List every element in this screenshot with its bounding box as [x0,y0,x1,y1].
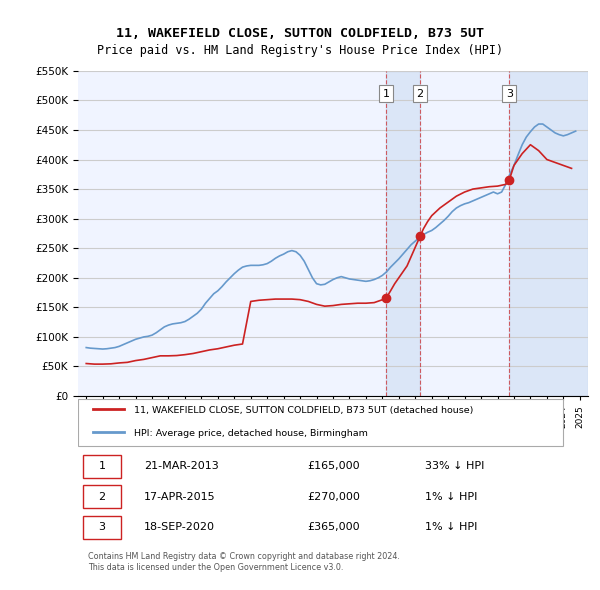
Text: 33% ↓ HPI: 33% ↓ HPI [425,461,484,471]
Text: 1% ↓ HPI: 1% ↓ HPI [425,491,477,502]
Text: 3: 3 [98,522,106,532]
FancyBboxPatch shape [83,486,121,508]
Text: 1: 1 [98,461,106,471]
Text: 17-APR-2015: 17-APR-2015 [145,491,216,502]
Text: 3: 3 [506,88,512,99]
Text: £270,000: £270,000 [308,491,361,502]
Text: 2: 2 [98,491,106,502]
FancyBboxPatch shape [78,399,563,446]
Bar [386,71,420,396]
Text: 21-MAR-2013: 21-MAR-2013 [145,461,219,471]
Text: 2: 2 [416,88,424,99]
Bar [509,71,588,396]
Text: 11, WAKEFIELD CLOSE, SUTTON COLDFIELD, B73 5UT (detached house): 11, WAKEFIELD CLOSE, SUTTON COLDFIELD, B… [134,405,473,415]
Text: Contains HM Land Registry data © Crown copyright and database right 2024.
This d: Contains HM Land Registry data © Crown c… [88,552,400,572]
Text: £165,000: £165,000 [308,461,360,471]
FancyBboxPatch shape [83,455,121,478]
Text: 1% ↓ HPI: 1% ↓ HPI [425,522,477,532]
Text: Price paid vs. HM Land Registry's House Price Index (HPI): Price paid vs. HM Land Registry's House … [97,44,503,57]
FancyBboxPatch shape [83,516,121,539]
Text: 18-SEP-2020: 18-SEP-2020 [145,522,215,532]
Text: HPI: Average price, detached house, Birmingham: HPI: Average price, detached house, Birm… [134,429,368,438]
Text: 1: 1 [382,88,389,99]
Text: £365,000: £365,000 [308,522,360,532]
Text: 11, WAKEFIELD CLOSE, SUTTON COLDFIELD, B73 5UT: 11, WAKEFIELD CLOSE, SUTTON COLDFIELD, B… [116,27,484,40]
